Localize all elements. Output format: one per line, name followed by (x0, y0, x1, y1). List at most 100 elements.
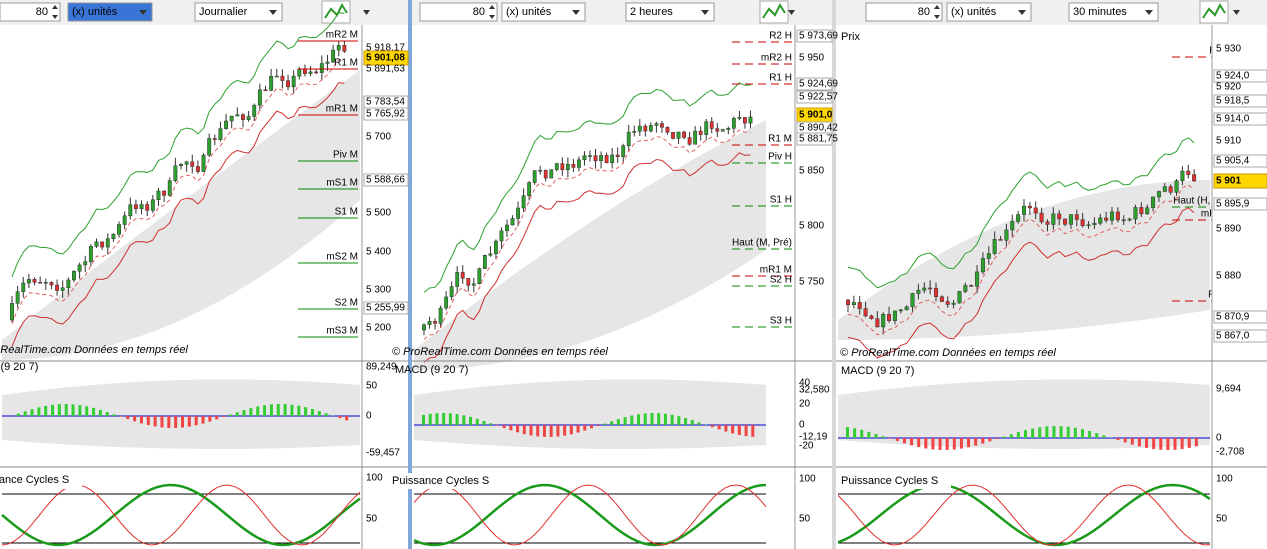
level-label: R1 H (769, 73, 792, 84)
candle-body (427, 320, 432, 325)
macd-histogram (469, 416, 473, 425)
candle-body (1133, 207, 1138, 220)
period-dropdown[interactable] (1068, 2, 1159, 22)
bars-spinbox[interactable] (419, 2, 498, 22)
price-label: 5 905,4 (1216, 156, 1250, 167)
candle-body (1156, 191, 1161, 198)
macd-histogram (455, 414, 459, 425)
cycles-strong (1, 483, 361, 547)
macd-histogram (1102, 435, 1106, 438)
bars-spinbox[interactable] (0, 2, 61, 22)
bars-spinbox[interactable] (865, 2, 943, 22)
candle-body (945, 301, 950, 305)
candle-body (156, 190, 161, 200)
macd-histogram (697, 422, 701, 425)
macd-histogram (710, 425, 714, 428)
candle-body (1186, 170, 1191, 175)
candle-body (615, 154, 620, 157)
period-dropdown[interactable] (625, 2, 715, 22)
macd-histogram (1159, 438, 1163, 450)
dropdown-arrow (788, 10, 795, 15)
macd-histogram (663, 413, 667, 425)
period-dropdown[interactable] (194, 2, 283, 22)
candle-body (444, 296, 449, 309)
macd-histogram (64, 404, 68, 416)
macd-band (838, 379, 1210, 449)
candle-body (1151, 196, 1156, 208)
candle-body (471, 283, 476, 286)
candle-body (1057, 213, 1062, 220)
price-label: 5 924,0 (1216, 71, 1250, 82)
macd-histogram (133, 416, 137, 422)
macd-histogram (917, 438, 921, 448)
dropdown-arrow (1018, 10, 1026, 15)
macd-histogram (516, 425, 520, 433)
macd-histogram (160, 416, 164, 428)
macd-histogram (1194, 438, 1198, 447)
candle-body (105, 238, 110, 248)
candle-body (433, 320, 437, 324)
dropdown-arrow (1233, 10, 1240, 15)
cycles-title: Puissance Cycles S (392, 475, 489, 487)
macd-histogram (610, 421, 614, 425)
bollinger-upper (847, 137, 1195, 289)
candle-body (951, 302, 956, 305)
cycles-title-bg (841, 473, 951, 489)
units-dropdown-text: (x) unités (506, 6, 552, 18)
candle-body (1192, 174, 1197, 182)
macd-histogram (263, 405, 267, 416)
candle-body (975, 271, 980, 287)
macd-histogram (744, 425, 748, 437)
footer: © ProRealTime.com Données en temps réel (840, 347, 1056, 359)
candle-body (10, 303, 14, 321)
macd-histogram (228, 414, 232, 416)
candle-body (621, 145, 626, 157)
macd-histogram (153, 416, 157, 427)
cycles-strong (837, 483, 1211, 547)
price-tag (363, 301, 409, 315)
candle-body (588, 155, 592, 157)
macd-histogram (78, 405, 82, 416)
macd-histogram (931, 438, 935, 450)
candle-body (342, 45, 347, 52)
candle-body (60, 287, 65, 291)
candle-body (881, 314, 886, 328)
price-label: 5 765,92 (366, 109, 405, 120)
candle-body (726, 128, 731, 130)
candle-body (77, 264, 82, 272)
splitter (408, 0, 412, 549)
candle-body (482, 255, 487, 269)
macd-histogram (1080, 429, 1084, 438)
units-dropdown[interactable] (946, 2, 1032, 22)
price-label: 5 588,66 (366, 175, 405, 186)
macd-histogram (105, 411, 109, 416)
macd-histogram (345, 416, 349, 421)
candle-body (904, 306, 909, 311)
macd-histogram (98, 409, 102, 416)
candle-body (133, 204, 138, 210)
price-label: 5 881,75 (799, 134, 838, 145)
candle-body (720, 129, 725, 132)
candle-body (532, 170, 537, 183)
macd-histogram (881, 436, 885, 438)
macd-histogram (522, 425, 526, 435)
units-dropdown[interactable] (501, 2, 586, 22)
macd-histogram (981, 438, 985, 444)
macd-axis-label: 9,694 (1216, 384, 1241, 395)
candle-body (1033, 207, 1038, 214)
candle-body (599, 155, 603, 162)
candle-body (693, 130, 698, 145)
macd-histogram (549, 425, 553, 437)
candle-body (743, 117, 747, 124)
units-dropdown[interactable] (67, 2, 153, 22)
macd-histogram (945, 438, 949, 450)
candle-body (336, 45, 341, 51)
last-price-box (363, 50, 409, 66)
period-dropdown-text: 30 minutes (1073, 6, 1127, 18)
price-label: 5 890 (1216, 224, 1241, 235)
price-label: 5 400 (366, 247, 391, 258)
macd-histogram (57, 404, 61, 416)
cycles-title: Puissance Cycles S (0, 474, 69, 486)
candle-body (263, 89, 268, 92)
